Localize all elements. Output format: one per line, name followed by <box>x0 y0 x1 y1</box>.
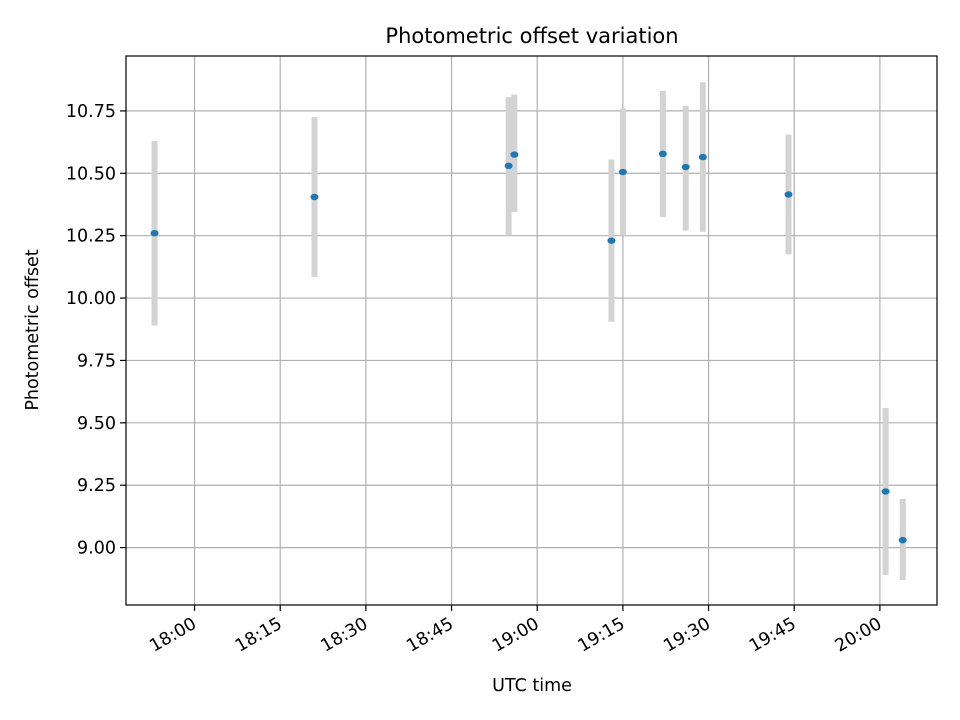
data-point <box>698 153 707 161</box>
y-axis-ticks: 9.00 9.25 9.50 9.75 10.00 10.25 10.50 10.75 <box>66 102 126 559</box>
data-point <box>784 191 793 198</box>
y-tick-label: 10.25 <box>66 227 116 247</box>
data-points <box>150 150 907 544</box>
y-tick-label: 9.00 <box>77 539 116 559</box>
chart-title: Photometric offset variation <box>385 24 678 48</box>
data-point <box>618 168 627 176</box>
data-point <box>881 488 890 495</box>
x-axis-label: UTC time <box>492 676 572 696</box>
data-point <box>607 237 616 244</box>
y-tick-label: 10.50 <box>66 164 116 184</box>
y-tick-label: 9.75 <box>77 351 116 371</box>
data-point <box>310 193 319 201</box>
data-point <box>510 151 519 158</box>
data-point <box>504 162 513 169</box>
y-axis-label: Photometric offset <box>23 249 43 410</box>
data-point <box>658 150 667 158</box>
data-point <box>681 163 690 171</box>
y-tick-label: 10.75 <box>66 102 116 122</box>
grid <box>126 56 937 605</box>
plot-frame <box>125 55 938 606</box>
data-point <box>898 536 907 544</box>
y-tick-label: 9.50 <box>77 414 116 434</box>
y-tick-label: 9.25 <box>77 476 116 496</box>
data-point <box>150 229 159 237</box>
y-tick-label: 10.00 <box>66 289 116 309</box>
